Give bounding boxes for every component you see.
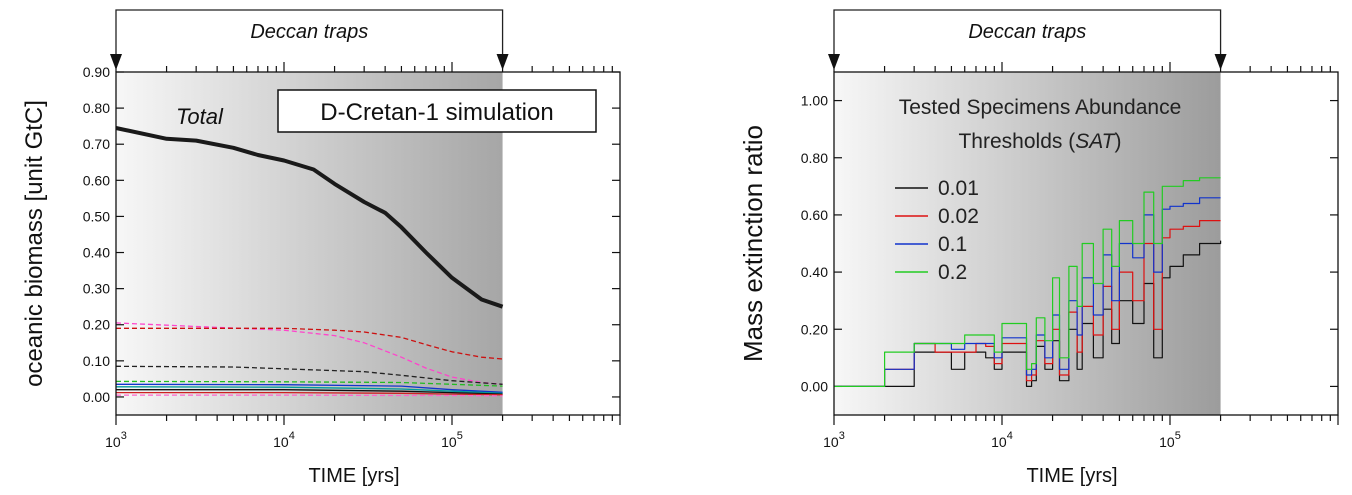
simulation-label-box	[277, 89, 597, 133]
series-group-right	[834, 177, 1222, 387]
y-axis-label-left: oceanic biomass [unit GtC]	[21, 100, 48, 387]
series-line-unnamed-7	[116, 389, 503, 395]
legend-entry: 0.02	[938, 205, 979, 228]
series-line-unnamed-5	[115, 383, 503, 393]
deccan-traps-label-left: Deccan traps	[250, 21, 368, 43]
x-axis-label-right: TIME [yrs]	[1026, 465, 1117, 487]
y-tick-label: 1.00	[801, 93, 828, 109]
legend-title-post: )	[1115, 130, 1122, 153]
series-line-0-01	[834, 240, 1222, 387]
x-tick-base: 10	[441, 434, 457, 450]
series-line-unnamed-8	[116, 391, 503, 396]
deccan-arrow-icon	[110, 54, 122, 70]
legend-title-pre: Thresholds (	[958, 130, 1075, 153]
y-tick-label: 0.40	[83, 245, 110, 261]
series-line-unnamed-4	[115, 380, 503, 387]
series-line-unnamed-6	[115, 386, 503, 394]
legend-entry: 0.2	[938, 261, 967, 284]
deccan-bracket-right	[828, 9, 1227, 70]
y-axis-label-right: Mass extinction ratio	[738, 125, 768, 362]
x-tick-label: 105	[441, 430, 463, 450]
deccan-bracket-line	[115, 9, 504, 56]
series-line-0-2	[834, 177, 1221, 387]
x-tick-label: 103	[823, 430, 845, 450]
legend-entry: 0.01	[938, 177, 979, 200]
deccan-arrow-icon	[1214, 54, 1227, 70]
x-tick-exponent: 3	[121, 430, 127, 442]
deccan-arrow-icon	[828, 54, 840, 70]
biomass-chart: 0.00 0.10 0.20 0.30 0.40 0.50 0.60 0.70 0.80 0.90…	[21, 9, 621, 487]
x-tick-exponent: 3	[839, 430, 845, 442]
y-tick-label: 0.80	[801, 150, 828, 166]
y-tick-label: 0.70	[83, 136, 110, 152]
y-tick-label: 0.50	[83, 208, 110, 224]
y-tick-label: 0.60	[801, 207, 828, 223]
total-curve-label: Total	[176, 104, 224, 129]
x-tick-base: 10	[823, 434, 839, 450]
legend-title-line1: Tested Specimens Abundance	[899, 96, 1182, 119]
x-tick-exponent: 5	[1175, 430, 1181, 442]
simulation-label: D-Cretan-1 simulation	[320, 99, 553, 126]
y-tick-label: 0.20	[801, 321, 828, 337]
series-line-unnamed-9	[116, 394, 503, 397]
x-tick-label: 104	[991, 430, 1013, 450]
x-tick-label: 104	[273, 430, 295, 450]
legend-entry: 0.1	[938, 233, 967, 256]
y-tick-label: 0.00	[83, 389, 110, 405]
axes-left: 0.00 0.10 0.20 0.30 0.40 0.50 0.60 0.70 0.80 0.90…	[83, 62, 621, 450]
deccan-arrow-icon	[496, 54, 509, 70]
plot-frame-left	[115, 71, 621, 416]
x-tick-exponent: 5	[457, 430, 463, 442]
legend-title-line2: Thresholds (SAT)	[958, 130, 1121, 153]
plot-frame-right	[833, 71, 1339, 416]
y-tick-label: 0.10	[83, 353, 110, 369]
y-tick-label: 0.20	[83, 317, 110, 333]
deccan-bracket-left	[110, 9, 509, 70]
series-line-total	[115, 126, 504, 309]
x-tick-base: 10	[105, 434, 121, 450]
x-tick-base: 10	[273, 434, 289, 450]
x-tick-base: 10	[991, 434, 1007, 450]
legend-title-sat: SAT	[1075, 130, 1116, 153]
x-tick-label: 105	[1159, 430, 1181, 450]
legend-right: 0.01 0.02 0.1 0.2	[895, 177, 979, 284]
deccan-bracket-line	[833, 9, 1222, 56]
y-tick-label: 0.00	[801, 378, 828, 394]
y-tick-label: 0.40	[801, 264, 828, 280]
y-tick-label: 0.60	[83, 172, 110, 188]
x-tick-label: 103	[105, 430, 127, 450]
y-tick-label: 0.30	[83, 281, 110, 297]
deccan-traps-label-right: Deccan traps	[968, 21, 1086, 43]
y-tick-label: 0.90	[83, 64, 110, 80]
x-tick-exponent: 4	[1007, 430, 1013, 442]
series-group-left	[115, 126, 504, 397]
series-line-unnamed-2	[116, 327, 503, 360]
series-line-unnamed-3	[115, 365, 503, 385]
x-tick-exponent: 4	[289, 430, 295, 442]
x-axis-label-left: TIME [yrs]	[308, 465, 399, 487]
x-tick-base: 10	[1159, 434, 1175, 450]
y-tick-label: 0.80	[83, 100, 110, 116]
